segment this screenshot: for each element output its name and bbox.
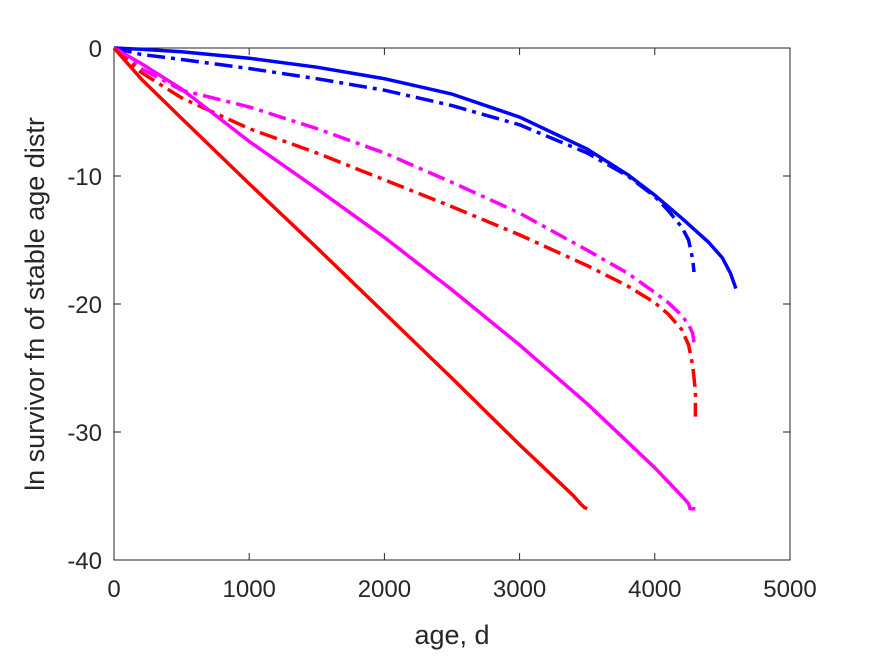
y-tick-label: -10 xyxy=(67,164,102,191)
y-tick-label: -40 xyxy=(67,548,102,575)
x-tick-label: 3000 xyxy=(493,576,546,603)
axis-ticks: 0 1000 2000 3000 4000 5000 0 -10 -20 -30 -40 xyxy=(67,36,816,603)
y-tick-label: -30 xyxy=(67,420,102,447)
series-line-6 xyxy=(112,46,588,511)
series-group xyxy=(112,46,738,511)
series-line-3 xyxy=(112,46,696,343)
series-line-4 xyxy=(112,46,698,417)
plot-area xyxy=(113,47,791,561)
series-line-2 xyxy=(113,46,696,273)
x-tick-label: 1000 xyxy=(223,576,276,603)
y-tick-label: -20 xyxy=(67,292,102,319)
x-axis-label: age, d xyxy=(414,620,489,650)
x-tick-label: 2000 xyxy=(358,576,411,603)
y-axis-label: ln survivor fn of stable age distr xyxy=(20,117,50,491)
x-tick-label: 5000 xyxy=(763,576,816,603)
series-line-5 xyxy=(113,46,696,511)
y-tick-label: 0 xyxy=(89,36,102,63)
series-line-1 xyxy=(113,46,738,290)
x-tick-label: 4000 xyxy=(628,576,681,603)
x-tick-label: 0 xyxy=(107,576,120,603)
